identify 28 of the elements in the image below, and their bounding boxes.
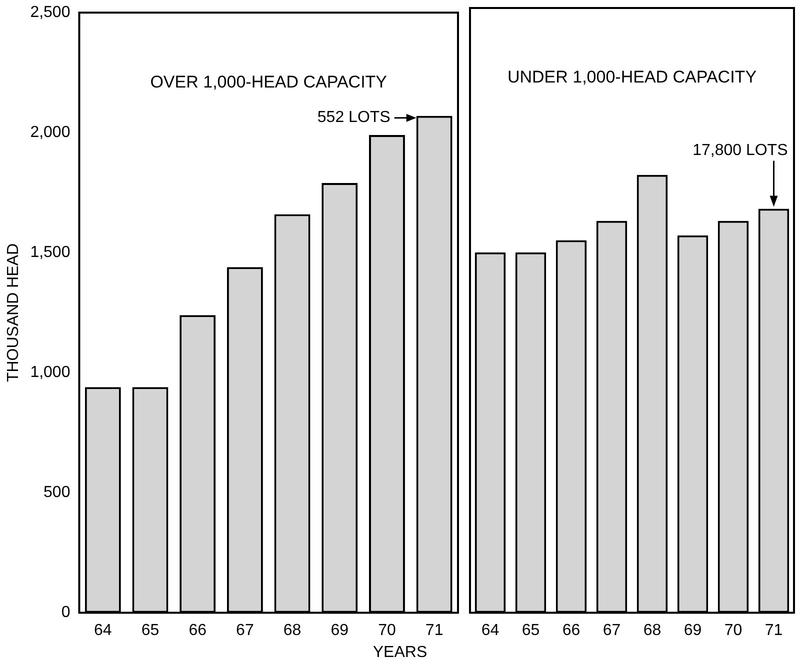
y-tick-label: 500 xyxy=(44,484,70,502)
text: UNDER 1,000-HEAD CAPACITY xyxy=(507,68,757,87)
y-tick-label: 1,500 xyxy=(30,244,70,262)
y-axis-title: THOUSAND HEAD xyxy=(5,243,22,382)
x-axis-title: YEARS xyxy=(372,644,428,662)
x-tick-label: 68 xyxy=(643,622,662,639)
y-tick-label: 2,500 xyxy=(30,4,70,22)
x-tick-label: 67 xyxy=(602,622,621,639)
y-tick-label: 2,000 xyxy=(30,124,70,142)
annotation: 17,800 LOTS xyxy=(692,142,788,160)
x-tick-label: 68 xyxy=(283,622,302,639)
text: OVER 1,000-HEAD CAPACITY xyxy=(150,72,388,92)
x-tick-label: 65 xyxy=(141,622,160,639)
x-tick-label: 67 xyxy=(236,622,254,639)
y-tick-label: 1,000 xyxy=(30,364,70,382)
annotation: 552 LOTS xyxy=(317,109,390,126)
x-tick-label: 64 xyxy=(94,622,112,639)
y-tick-label: 0 xyxy=(61,604,70,622)
x-tick-label: 71 xyxy=(764,622,783,639)
x-tick-label: 66 xyxy=(188,622,207,639)
x-tick-label: 69 xyxy=(330,622,349,639)
x-tick-label: 64 xyxy=(481,622,500,639)
x-tick-label: 66 xyxy=(562,622,580,639)
x-tick-label: 69 xyxy=(684,622,702,639)
x-tick-label: 71 xyxy=(425,622,444,639)
x-tick-label: 70 xyxy=(724,622,742,639)
x-tick-label: 70 xyxy=(378,622,396,639)
x-tick-label: 65 xyxy=(522,622,540,639)
